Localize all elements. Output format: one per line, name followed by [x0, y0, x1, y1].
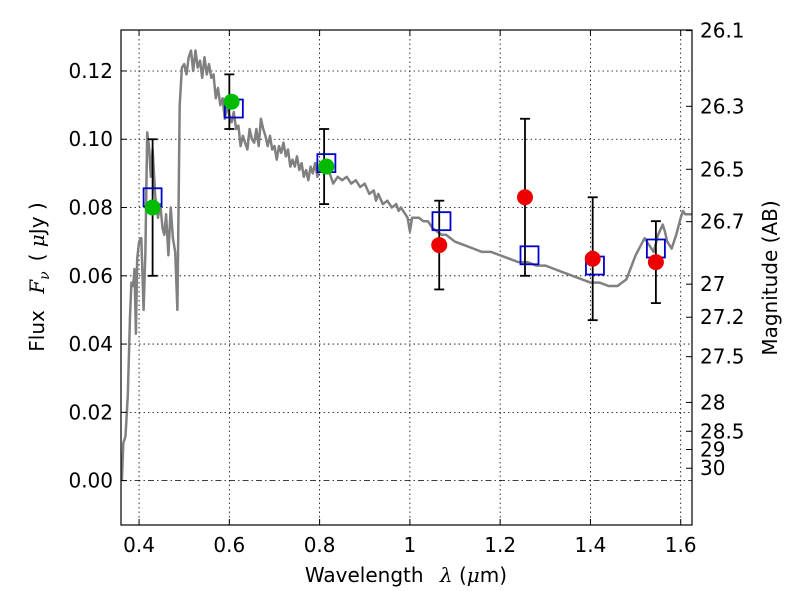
plot-area: [120, 49, 692, 481]
x-tick-label: 1: [404, 533, 417, 557]
x-tick-label: 0.6: [213, 533, 245, 557]
x-tick-label: 0.8: [304, 533, 336, 557]
y2-tick-label: 28.5: [700, 419, 745, 443]
x-axis-label: Wavelength λ (μm): [305, 563, 507, 587]
y-tick-label: 0.12: [68, 59, 113, 83]
observed-flux-point: [647, 254, 664, 271]
y-tick-label: 0.04: [68, 332, 113, 356]
y-tick-label: 0.00: [68, 469, 113, 493]
y2-tick-label: 26.5: [700, 157, 745, 181]
y2-tick-label: 26.7: [700, 210, 745, 234]
observed-flux-point: [223, 93, 240, 110]
grid-lines: [121, 30, 692, 525]
model-flux-square: [519, 245, 540, 266]
y2-tick-label: 27.2: [700, 305, 745, 329]
y2-axis-label: Magnitude (AB): [758, 200, 782, 355]
observed-flux-point: [431, 237, 448, 254]
x-tick-label: 0.4: [123, 533, 155, 557]
y-axis-label: Flux Fν( μJy ): [25, 202, 53, 351]
x-tick-label: 1.4: [575, 533, 607, 557]
y2-tick-label: 27: [700, 272, 725, 296]
y2-tick-label: 26.3: [700, 94, 745, 118]
x-axis: 0.4 0.6 0.8 1 1.2 1.4 1.6: [123, 30, 697, 557]
observed-flux-point: [584, 250, 601, 267]
y-tick-label: 0.10: [68, 127, 113, 151]
y2-tick-label: 30: [700, 456, 725, 480]
y2-tick-label: 26.1: [700, 19, 745, 43]
observed-flux-point: [516, 189, 533, 206]
observed-flux-point: [318, 158, 335, 175]
observed-flux-point: [144, 199, 161, 216]
y2-tick-label: 27.5: [700, 345, 745, 369]
model-flux-square: [431, 211, 452, 232]
y2-tick-label: 28: [700, 390, 725, 414]
x-tick-label: 1.2: [484, 533, 516, 557]
x-tick-label: 1.6: [665, 533, 697, 557]
y-tick-label: 0.08: [68, 196, 113, 220]
y2-tick-label: 29: [700, 437, 725, 461]
y-axis-left: 0.00 0.02 0.04 0.06 0.08 0.10 0.12: [68, 59, 127, 493]
plot-frame: [120, 29, 693, 526]
model-spectrum-line: [120, 49, 692, 481]
y-tick-label: 0.02: [68, 400, 113, 424]
y-tick-label: 0.06: [68, 264, 113, 288]
